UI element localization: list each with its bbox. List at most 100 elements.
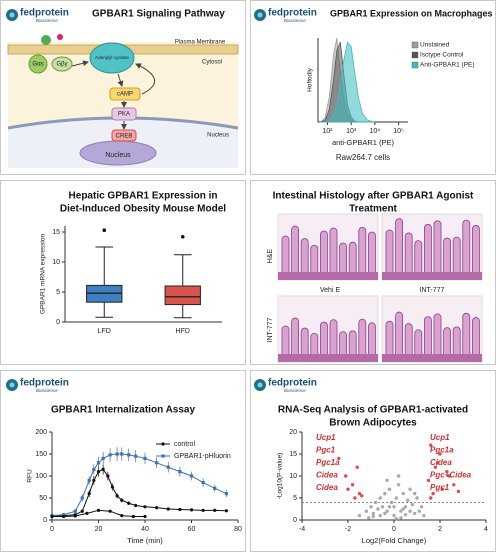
marker: [96, 461, 101, 465]
histology: Intestinal Histology after GPBAR1 Agonis…: [267, 191, 483, 363]
legend-label: Isctype Control: [420, 52, 464, 59]
point: [357, 513, 362, 518]
point: [378, 496, 382, 500]
marker: [110, 485, 115, 489]
villus: [300, 327, 309, 359]
marker: [108, 509, 112, 513]
logo-name: fedprotein: [20, 8, 69, 19]
logo-name: fedprotein: [268, 378, 317, 389]
point: [415, 496, 419, 500]
legend-swatch: [411, 61, 419, 69]
villus: [329, 319, 338, 359]
villus: [462, 219, 471, 277]
y-tick-label: 5: [293, 495, 297, 502]
villus: [404, 232, 413, 277]
logo-name: fedprotein: [20, 378, 69, 389]
marker: [224, 492, 228, 496]
logo-icon: [9, 382, 15, 388]
point: [337, 456, 341, 461]
point: [367, 516, 371, 520]
villus: [423, 316, 432, 359]
g-beta-gamma: [51, 56, 73, 72]
gene-label: Cidea: [316, 471, 338, 480]
y-axis-label: GPBAR1 mRNA expression: [40, 234, 47, 315]
villus: [329, 227, 338, 277]
gene-label: Cidea: [316, 483, 338, 492]
y-tick-label: 15: [52, 229, 60, 236]
point: [452, 483, 456, 487]
point: [392, 505, 396, 509]
x-axis-label: Log2(Fold Change): [362, 536, 427, 545]
outlier: [180, 235, 185, 239]
marker: [155, 506, 159, 510]
marker: [92, 467, 96, 471]
arrows: [71, 60, 155, 130]
point: [433, 465, 438, 469]
point: [387, 487, 392, 491]
x-tick-label: 10²: [322, 128, 333, 135]
panel: [0, 180, 246, 365]
label: Gβγ: [56, 62, 67, 68]
marker: [166, 507, 170, 511]
villus: [339, 242, 348, 277]
label: CREB: [116, 134, 133, 140]
point: [394, 496, 398, 500]
gene-label: Pgc1a: [316, 458, 340, 467]
point: [440, 487, 444, 491]
villus: [358, 227, 367, 277]
point: [408, 509, 412, 513]
point: [383, 491, 387, 496]
legend-swatch: [411, 51, 419, 59]
marker: [96, 508, 101, 512]
point: [429, 443, 433, 447]
ligand: [57, 34, 63, 40]
gene-label: Pgc1a: [430, 446, 454, 455]
villus: [300, 238, 309, 277]
gene-label: Pgc1: [430, 483, 450, 492]
camp-box: [109, 87, 141, 101]
submucosa: [278, 354, 378, 362]
marker: [213, 508, 217, 512]
villus: [348, 330, 357, 359]
villus: [404, 323, 413, 359]
y-tick-label: 100: [35, 473, 47, 480]
villus: [319, 321, 328, 359]
villus: [471, 317, 480, 359]
logo-icon: [257, 382, 263, 388]
g-alpha: [28, 54, 48, 74]
point: [387, 505, 392, 509]
villus: [367, 231, 376, 277]
submucosa: [278, 272, 378, 280]
label: Plasma Membrane: [175, 40, 226, 46]
point: [396, 483, 401, 487]
gene-label: Ucp1: [430, 433, 450, 442]
point: [376, 507, 380, 511]
marker: [178, 507, 182, 512]
marker: [189, 474, 194, 478]
point: [350, 483, 355, 487]
point: [357, 491, 362, 496]
point: [419, 505, 424, 509]
marker: [80, 509, 84, 513]
marker: [87, 478, 91, 482]
x-tick-label: 60: [188, 526, 196, 533]
point: [383, 511, 387, 516]
villus: [281, 325, 290, 359]
point: [413, 511, 417, 516]
point: [403, 513, 408, 517]
legend-marker: [161, 454, 165, 458]
marker: [143, 514, 147, 519]
legend-label: Unstained: [420, 42, 450, 49]
line: [52, 468, 227, 517]
point: [360, 494, 364, 498]
marker: [155, 461, 159, 465]
point: [456, 489, 461, 494]
marker: [87, 492, 91, 496]
x-tick-label: 4: [484, 526, 488, 533]
box: [164, 285, 201, 306]
marker: [106, 474, 110, 478]
marker: [80, 496, 84, 500]
point: [378, 513, 382, 518]
point: [346, 487, 350, 491]
label: Adenylyl cyclase: [95, 55, 129, 60]
